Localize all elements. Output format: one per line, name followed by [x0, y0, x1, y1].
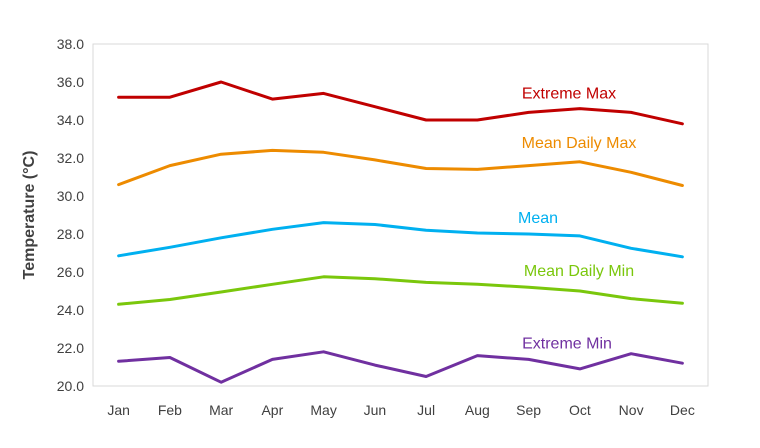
series-label-mean-daily-max: Mean Daily Max	[522, 135, 637, 152]
series-line-mean-daily-min	[117, 275, 684, 306]
y-tick-label: 24.0	[57, 302, 84, 318]
series-label-mean-daily-min: Mean Daily Min	[524, 263, 634, 280]
series-line-extreme-max	[117, 80, 684, 126]
series-line-mean-daily-max	[117, 148, 684, 187]
x-tick-label: Dec	[670, 402, 695, 418]
x-tick-label: Mar	[209, 402, 233, 418]
series-label-mean: Mean	[518, 210, 558, 227]
x-tick-label: Feb	[158, 402, 182, 418]
x-tick-label: Apr	[261, 402, 283, 418]
y-tick-label: 20.0	[57, 378, 84, 394]
series-lines	[117, 80, 684, 384]
x-tick-label: Jun	[364, 402, 387, 418]
y-tick-label: 32.0	[57, 150, 84, 166]
x-tick-label: Oct	[569, 402, 591, 418]
x-tick-label: Sep	[516, 402, 541, 418]
y-tick-label: 38.0	[57, 36, 84, 52]
series-label-extreme-min: Extreme Min	[522, 335, 612, 352]
series-label-extreme-max: Extreme Max	[522, 86, 616, 103]
series-line-extreme-min	[117, 350, 684, 384]
y-axis-ticks: 20.0 22.0 24.0 26.0 28.0 30.0 32.0 34.0 36.0 38.0	[57, 36, 84, 394]
y-tick-label: 30.0	[57, 188, 84, 204]
y-tick-label: 22.0	[57, 340, 84, 356]
y-tick-label: 26.0	[57, 264, 84, 280]
x-tick-label: May	[310, 402, 336, 418]
y-tick-label: 28.0	[57, 226, 84, 242]
series-line-mean	[117, 221, 684, 259]
x-tick-label: Nov	[619, 402, 644, 418]
x-tick-label: Jan	[107, 402, 130, 418]
series-labels: Extreme Max Mean Daily Max Mean Mean Daily …	[518, 86, 636, 353]
y-tick-label: 34.0	[57, 112, 84, 128]
plot-area	[92, 43, 709, 387]
x-axis-ticks: Jan Feb Mar Apr May Jun Jul Aug Sep Oct Nov Dec	[107, 402, 694, 418]
x-tick-label: Aug	[465, 402, 490, 418]
y-tick-label: 36.0	[57, 74, 84, 90]
x-tick-label: Jul	[417, 402, 435, 418]
y-axis-title: Temperature (°C)	[21, 151, 38, 280]
